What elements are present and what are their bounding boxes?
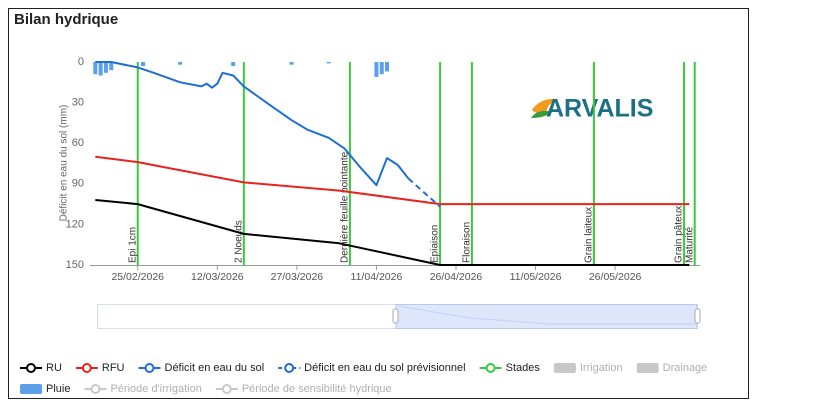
logo-leaf [532,98,556,114]
stage-label: Maturité [684,226,695,263]
legend-item[interactable]: Période de sensibilité hydrique [215,383,392,395]
rain-bar [141,62,146,67]
rain-bar [289,62,294,65]
legend-label: Période de sensibilité hydrique [242,383,392,395]
legend-label: Période d'irrigation [110,383,201,395]
series-line [95,155,690,206]
navigator [97,304,701,329]
rain-bar [109,62,114,71]
legend-item[interactable]: Pluie [20,383,70,395]
legend-label: Déficit en eau du sol [165,362,265,374]
logo-leaf [531,110,552,118]
stage-label: Grain laiteux [584,207,595,263]
legend-item[interactable]: Drainage [636,362,708,374]
legend-label: RU [46,362,62,374]
legend-symbol [284,363,295,373]
series-line [95,199,690,266]
legend-symbol [144,363,155,373]
legend-symbol [221,384,232,394]
x-tick-label: 25/02/2026 [111,271,164,283]
stage-label: Floraison [462,222,473,263]
logo: ARVALIS [531,95,653,123]
y-tick-label: 150 [66,259,84,271]
rain-bar [103,62,108,73]
stage-label: Epiaison [430,225,441,263]
y-tick-label: 90 [72,178,84,190]
rain-bar [385,62,390,72]
x-tick-label: 11/05/2026 [510,271,562,283]
y-tick-label: 120 [66,218,84,230]
x-tick-label: 11/04/2026 [351,271,403,283]
logo-text: ARVALIS [546,95,653,123]
stage-label: Grain pâteux [674,206,685,263]
legend-item[interactable]: Stades [479,362,541,374]
legend-label: RFU [102,362,125,374]
series-line [95,61,410,187]
legend-label: Drainage [663,362,708,374]
legend-item[interactable]: Période d'irrigation [84,383,202,395]
plot-area: Epi 1cm 2 Noeuds Dernière feuille pointant… [93,61,696,266]
legend-item[interactable]: Irrigation [553,362,623,374]
stage-label: Epi 1cm [127,227,138,263]
legend-label: Pluie [46,383,70,395]
y-tick-label: 30 [72,97,84,109]
navigator-preview [397,305,697,325]
legend-symbol [26,363,36,373]
rain-bar [98,62,103,76]
legend-symbol [20,384,42,394]
chart-title: Bilan hydrique [14,11,118,28]
legend-symbol [485,363,496,373]
rain-bar [326,62,331,64]
legend-symbol [553,363,576,373]
legend-item[interactable]: RFU [75,362,125,374]
rain-bar [231,62,236,67]
legend-item[interactable]: Déficit en eau du sol prévisionnel [278,362,466,374]
legend-label: Irrigation [580,362,623,374]
x-tick-label: 26/04/2026 [430,271,483,283]
y-tick-label: 0 [78,56,84,68]
legend-label: Stades [506,362,541,374]
legend-item[interactable]: RU [20,362,62,374]
x-tick-label: 27/03/2026 [271,271,324,283]
rain-bar [374,62,379,77]
navigator-handle[interactable] [392,308,399,324]
navigator-handle[interactable] [694,308,701,324]
y-tick-label: 60 [72,137,84,149]
stage-label: Dernière feuille pointante [340,151,351,263]
legend-symbol [90,384,101,394]
y-axis-label: Déficit en eau du sol (mm) [59,105,70,222]
navigator-selection [395,304,698,329]
stage-label: 2 Noeuds [233,220,244,263]
legend: RU RFU Déficit en eau du sol Déficit en eau… [20,362,707,395]
x-tick-label: 12/03/2026 [191,271,244,283]
rain-bar [379,62,384,75]
legend-label: Déficit en eau du sol prévisionnel [304,362,465,374]
legend-symbol [636,363,659,373]
legend-item[interactable]: Déficit en eau du sol [138,362,265,374]
rain-bar [93,62,98,75]
rain-bar [178,62,183,65]
legend-symbol [81,363,92,373]
x-tick-label: 26/05/2026 [589,271,642,283]
series-line [407,177,441,208]
